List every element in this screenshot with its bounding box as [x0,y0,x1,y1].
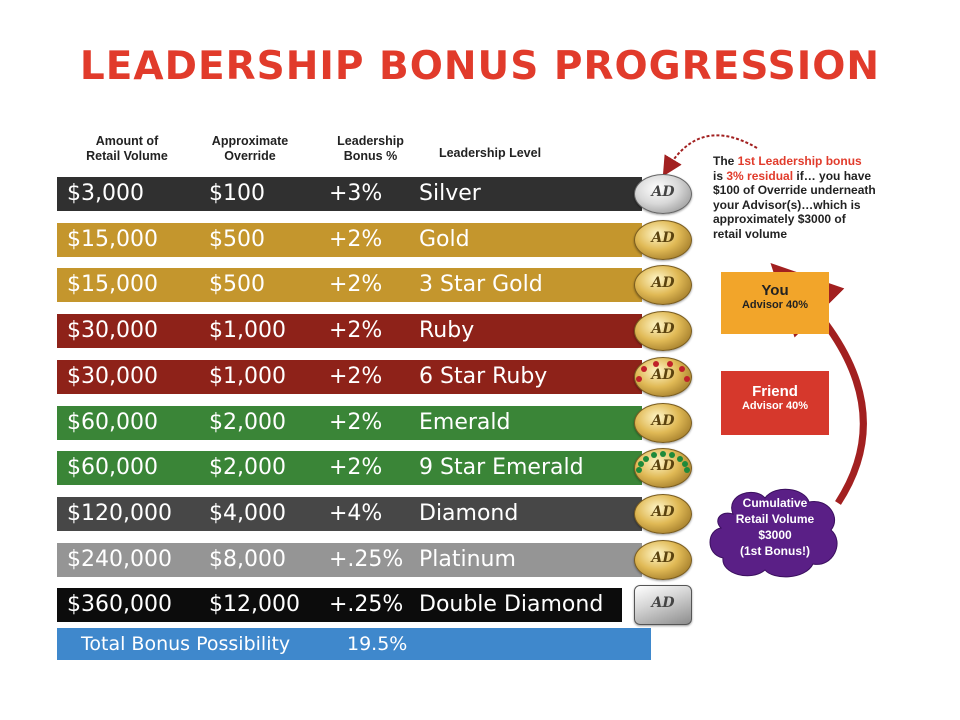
override-amount: $100 [209,181,265,206]
gold-medal-icon: AD [634,448,692,489]
gold-medal-icon: AD [634,539,692,580]
retail-volume: $15,000 [67,272,158,298]
gem-icon [640,366,647,373]
level-name: Double Diamond [419,592,604,618]
level-name: Platinum [419,546,516,572]
gold-medal-icon: AD [634,356,692,397]
bonus-percent: +2% [329,226,383,252]
override-amount: $1,000 [209,363,286,389]
bonus-percent: +4% [329,500,383,526]
bonus-percent: +2% [329,318,383,344]
level-name: Diamond [419,500,519,526]
bonus-percent: +.25% [329,592,404,618]
retail-volume: $15,000 [67,226,158,252]
gold-medal-icon: AD [634,219,692,260]
retail-volume: $120,000 [67,500,172,526]
header-retail-volume: Amount of Retail Volume [86,134,168,163]
gem-icon [637,461,644,468]
you-box: You Advisor 40% [721,272,829,334]
retail-volume: $240,000 [67,546,172,572]
retail-volume: $30,000 [67,318,158,344]
diamond-medal-icon: AD [634,585,692,626]
gem-icon [650,452,657,459]
gem-icon [636,375,642,382]
gem-icon [643,455,650,462]
gold-medal-icon: AD [634,493,692,534]
gem-icon [652,360,659,367]
level-row: $30,000 $1,000 +2% Ruby [57,314,642,349]
page-title: LEADERSHIP BONUS PROGRESSION [79,44,881,89]
level-row: $240,000 $8,000 +.25% Platinum [57,542,642,577]
bonus-percent: +2% [329,409,383,435]
gem-icon [684,375,690,382]
total-label: Total Bonus Possibility [81,633,291,655]
cloud-text: Cumulative Retail Volume $3000 (1st Bonu… [735,496,815,558]
level-row: $15,000 $500 +2% 3 Star Gold [57,268,642,303]
retail-volume: $3,000 [67,181,144,206]
header-bonus-percent: Leadership Bonus % [337,134,404,163]
you-title: You [761,282,789,299]
level-name: Ruby [419,318,475,344]
retail-volume: $360,000 [67,592,172,618]
friend-box: Friend Advisor 40% [721,371,829,435]
header-leadership-level: Leadership Level [438,146,542,160]
level-name: Silver [419,181,481,206]
gem-icon [660,451,666,458]
gem-icon [684,467,690,474]
gem-icon [636,467,642,474]
override-amount: $2,000 [209,409,286,435]
level-name: Gold [419,226,470,252]
gold-medal-icon: AD [634,265,692,306]
total-value: 19.5% [347,633,408,655]
bonus-percent: +3% [329,181,383,206]
silver-medal-icon: AD [634,174,692,214]
retail-volume: $30,000 [67,363,158,389]
bonus-percent: +.25% [329,546,404,572]
gem-icon [667,360,674,367]
level-row: $15,000 $500 +2% Gold [57,222,642,257]
level-name: 9 Star Emerald [419,455,584,481]
level-row: $60,000 $2,000 +2% 9 Star Emerald [57,451,642,486]
gem-icon [682,461,689,468]
override-amount: $1,000 [209,318,286,344]
gem-icon [669,452,676,459]
gem-icon [676,455,683,462]
level-row: $3,000 $100 +3% Silver [57,177,642,211]
level-row: $60,000 $2,000 +2% Emerald [57,405,642,440]
friend-subtitle: Advisor 40% [741,400,809,412]
gold-medal-icon: AD [634,311,692,352]
level-row: $120,000 $4,000 +4% Diamond [57,496,642,531]
friend-title: Friend [752,383,798,400]
bonus-percent: +2% [329,363,383,389]
bonus-percent: +2% [329,455,383,481]
total-bonus-bar: Total Bonus Possibility 19.5% [57,628,651,660]
level-row: $360,000 $12,000 +.25% Double Diamond [57,588,622,623]
first-bonus-note: The 1st Leadership bonus is 3% residual … [713,154,876,241]
override-amount: $500 [209,272,265,298]
retail-volume: $60,000 [67,455,158,481]
level-name: 6 Star Ruby [419,363,548,389]
you-subtitle: Advisor 40% [741,299,809,311]
override-amount: $2,000 [209,455,286,481]
level-name: 3 Star Gold [419,272,543,298]
override-amount: $8,000 [209,546,286,572]
override-amount: $4,000 [209,500,286,526]
retail-volume: $60,000 [67,409,158,435]
cumulative-volume-cloud [709,488,838,578]
level-row: $30,000 $1,000 +2% 6 Star Ruby [57,359,642,394]
gold-medal-icon: AD [634,402,692,443]
header-override: Approximate Override [211,134,289,163]
override-amount: $500 [209,226,265,252]
bonus-percent: +2% [329,272,383,298]
level-name: Emerald [419,409,511,435]
gem-icon [679,366,686,373]
override-amount: $12,000 [209,592,300,618]
